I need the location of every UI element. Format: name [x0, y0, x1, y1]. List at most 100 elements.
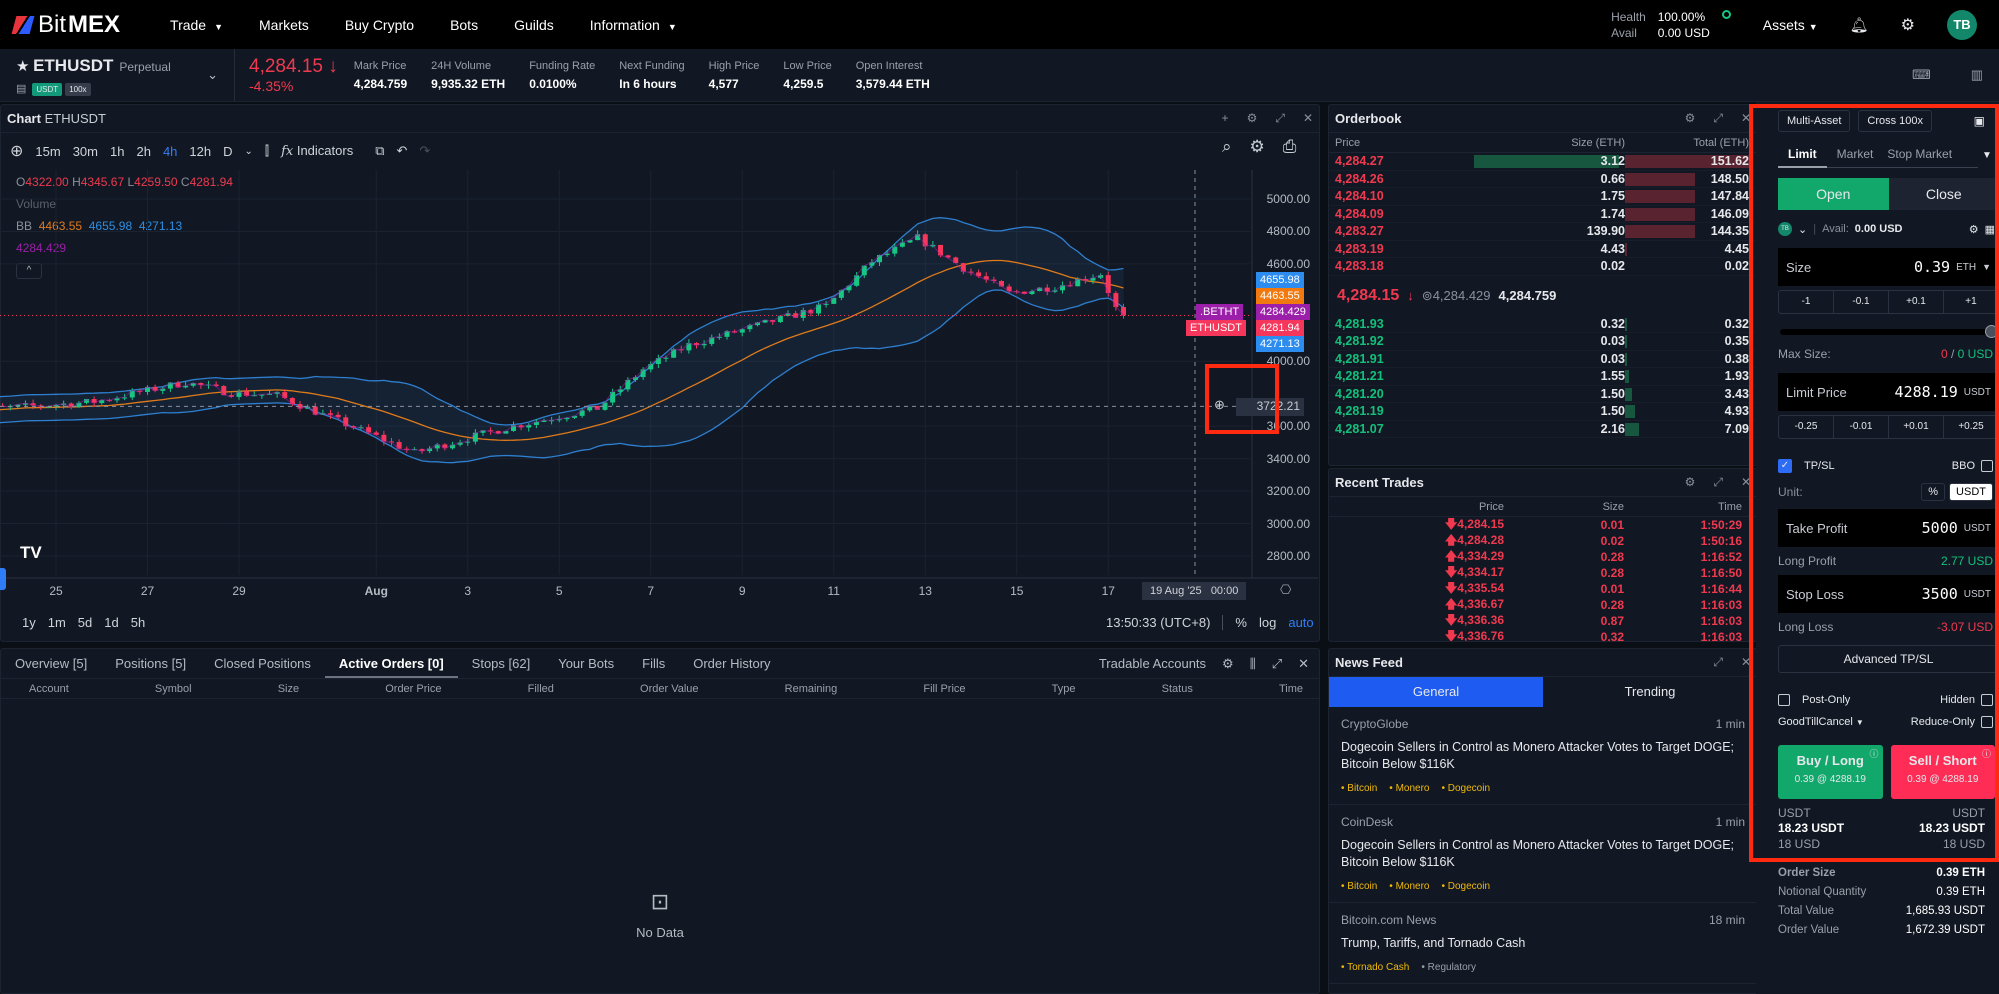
close-icon[interactable]: ✕ — [1740, 475, 1751, 489]
unit-dropdown-icon[interactable]: ▼ — [1982, 262, 1991, 272]
bb-legend[interactable]: BB 4463.55 4655.98 4271.13 — [16, 219, 183, 233]
news-item[interactable]: CoinDesk 1 min Dogecoin Sellers in Control… — [1329, 805, 1757, 903]
step-button[interactable]: +1 — [1965, 296, 1977, 307]
keyboard-icon[interactable]: ⌨ — [1911, 67, 1931, 82]
range-1d[interactable]: 1d — [104, 615, 119, 630]
symbol-selector[interactable]: ★ ETHUSDT Perpetual ▤ USDT 100x ⌄ — [0, 49, 235, 101]
step-button[interactable]: +0.1 — [1889, 291, 1944, 313]
bbo-checkbox[interactable] — [1981, 460, 1993, 472]
col-symbol[interactable]: Symbol — [154, 682, 192, 695]
calculator-icon[interactable]: ▦ — [1984, 223, 1995, 236]
col-size[interactable]: Size — [277, 682, 300, 695]
nav-item-information[interactable]: Information ▼ — [590, 17, 677, 33]
account-badge[interactable]: TB — [1778, 222, 1792, 236]
expand-icon[interactable]: ⤢ — [1713, 655, 1723, 669]
gear-icon[interactable]: ⚙ — [1900, 16, 1915, 34]
news-tag[interactable]: • Monero — [1389, 783, 1430, 794]
col-order-value[interactable]: Order Value — [640, 682, 699, 695]
hidden-checkbox[interactable] — [1981, 694, 1993, 706]
camera-icon[interactable]: ⎙ — [1282, 137, 1297, 156]
bitmex-logo[interactable]: Bit MEX — [11, 11, 120, 39]
help-icon[interactable]: ⓘ — [1981, 749, 1991, 759]
news-tag[interactable]: • Bitcoin — [1341, 881, 1378, 892]
orderbook-row[interactable]: 4,283.27 139.90 144.35 — [1329, 223, 1757, 241]
close-icon[interactable]: ✕ — [1302, 111, 1313, 125]
orderbook-row[interactable]: 4,283.18 0.02 0.02 — [1329, 258, 1757, 276]
gear-icon[interactable]: ⚙ — [1246, 111, 1258, 125]
bot-icon[interactable]: ▣ — [1973, 114, 1985, 128]
order-types-dropdown-icon[interactable]: ▼ — [1982, 150, 1992, 161]
range-5h[interactable]: 5h — [130, 615, 146, 630]
news-tag[interactable]: • Dogecoin — [1441, 783, 1491, 794]
col-status[interactable]: Status — [1161, 682, 1193, 695]
expand-icon[interactable]: ⤢ — [1713, 475, 1723, 489]
tab-order-history[interactable]: Order History — [693, 655, 771, 671]
news-tag[interactable]: • Tornado Cash — [1341, 962, 1410, 973]
orderbook-row[interactable]: 4,284.10 1.75 147.84 — [1329, 188, 1757, 206]
open-tab[interactable]: Open — [1778, 178, 1889, 210]
tab-your-bots[interactable]: Your Bots — [558, 655, 615, 671]
gear-icon[interactable]: ⚙ — [1222, 655, 1234, 671]
columns-icon[interactable]: ⫼ — [1249, 655, 1256, 671]
interval-15m[interactable]: 15m — [35, 143, 61, 159]
time-in-force-select[interactable]: GoodTillCancel ▼ — [1778, 716, 1864, 728]
close-icon[interactable]: ✕ — [1740, 655, 1751, 669]
news-tag[interactable]: • Monero — [1389, 881, 1430, 892]
step-button[interactable]: +0.25 — [1958, 421, 1984, 432]
layout-icon[interactable]: ▥ — [1970, 67, 1983, 82]
step-button[interactable]: +0.01 — [1889, 416, 1944, 438]
tab-overview[interactable]: Overview [5] — [15, 655, 88, 671]
col-fill-price[interactable]: Fill Price — [923, 682, 966, 695]
candle-type-icon[interactable]: ⫿ — [264, 143, 270, 158]
tab-trending[interactable]: Trending — [1624, 684, 1676, 699]
stop-loss-input[interactable]: Stop Loss 3500 USDT — [1778, 575, 1999, 613]
news-item[interactable]: Bitcoin.com News 18 min Trump, Tariffs, an… — [1329, 903, 1757, 984]
tab-limit[interactable]: Limit — [1778, 140, 1827, 168]
assets-menu[interactable]: Assets ▼ — [1763, 17, 1818, 33]
take-profit-input[interactable]: Take Profit 5000 USDT — [1778, 509, 1999, 547]
tab-closed-positions[interactable]: Closed Positions — [214, 655, 311, 671]
tradingview-logo[interactable]: TV — [20, 543, 42, 562]
col-account[interactable]: Account — [29, 682, 69, 695]
popout-icon[interactable]: ⧉ — [375, 143, 385, 158]
size-input[interactable]: Size 0.39 ETH ▼ — [1778, 248, 1999, 286]
step-button[interactable]: -0.01 — [1834, 416, 1889, 438]
tab-positions[interactable]: Positions [5] — [115, 655, 187, 671]
col-filled[interactable]: Filled — [527, 682, 554, 695]
reduce-only-checkbox[interactable] — [1981, 716, 1993, 728]
range-1m[interactable]: 1m — [47, 615, 66, 630]
col-type[interactable]: Type — [1051, 682, 1076, 695]
close-icon[interactable]: ✕ — [1298, 655, 1309, 671]
news-item[interactable]: CryptoGlobe 1 min Dogecoin Sellers in Cont… — [1329, 707, 1757, 805]
dropdown-icon[interactable]: ⌄ — [244, 145, 253, 157]
avatar[interactable]: TB — [1947, 9, 1977, 40]
tab-stop-market[interactable]: Stop Market — [1887, 146, 1953, 161]
orderbook-row[interactable]: 4,281.92 0.03 0.35 — [1329, 333, 1757, 351]
log-scale-toggle[interactable]: log — [1258, 615, 1277, 630]
expand-icon[interactable]: ⤢ — [1275, 111, 1285, 125]
expand-icon[interactable]: ⤢ — [1271, 655, 1283, 671]
percent-scale-toggle[interactable]: % — [1235, 615, 1247, 630]
undo-icon[interactable]: ↶ — [396, 143, 408, 158]
auto-scale-toggle[interactable]: auto — [1288, 615, 1314, 630]
tab-general[interactable]: General — [1329, 677, 1543, 707]
tab-fills[interactable]: Fills — [642, 655, 666, 671]
tpsl-checkbox[interactable]: ✓ — [1778, 459, 1792, 473]
nav-item-guilds[interactable]: Guilds — [514, 17, 554, 33]
size-slider[interactable] — [1778, 320, 1999, 344]
interval-4h[interactable]: 4h — [162, 143, 178, 159]
add-compare-icon[interactable]: ⊕ — [10, 143, 24, 160]
orderbook-row[interactable]: 4,283.19 4.43 4.45 — [1329, 241, 1757, 258]
col-order-price[interactable]: Order Price — [385, 682, 442, 695]
advanced-tpsl-button[interactable]: Advanced TP/SL — [1778, 645, 1999, 673]
help-icon[interactable]: ⓘ — [1869, 749, 1879, 759]
interval-2h[interactable]: 2h — [136, 143, 151, 159]
orderbook-row[interactable]: 4,281.91 0.03 0.38 — [1329, 351, 1757, 368]
slider-handle[interactable] — [1985, 325, 1998, 338]
document-icon[interactable]: ▤ — [16, 82, 27, 95]
orderbook-row[interactable]: 4,284.27 3.12 151.62 — [1329, 153, 1757, 171]
range-1y[interactable]: 1y — [22, 615, 36, 630]
interval-30m[interactable]: 30m — [72, 143, 98, 159]
close-icon[interactable]: ✕ — [1740, 111, 1751, 125]
chart-settings-icon[interactable]: ⚙ — [1249, 137, 1265, 156]
